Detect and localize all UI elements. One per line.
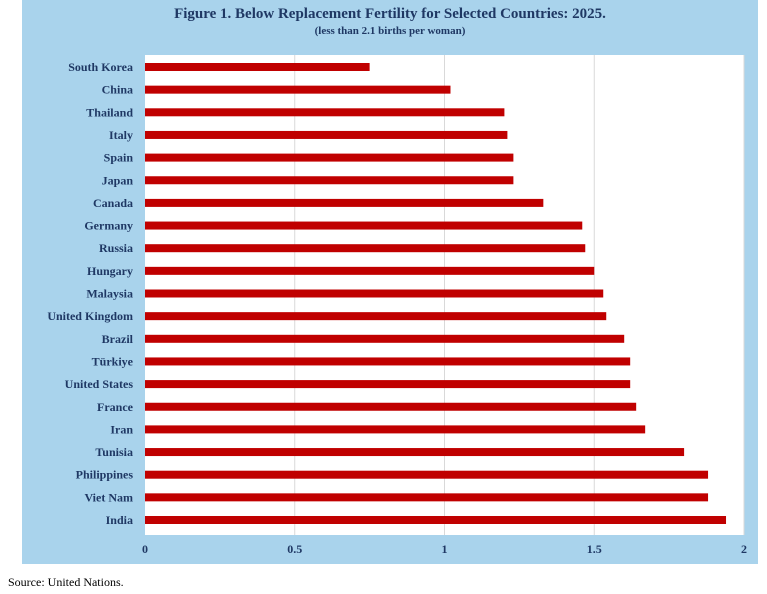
category-label-16: Iran	[110, 422, 133, 436]
category-label-1: China	[102, 83, 133, 97]
bar-1	[145, 85, 451, 94]
bar-10	[145, 289, 604, 298]
bar-15	[145, 402, 637, 411]
category-label-20: India	[106, 513, 133, 527]
bar-7	[145, 221, 583, 230]
x-tick-labels: 0 0.5 1 1.5 2	[142, 542, 747, 556]
category-label-14: United States	[65, 377, 134, 391]
source-note: Source: United Nations.	[8, 575, 124, 589]
x-tick-label-0: 0	[142, 542, 148, 556]
category-label-13: Türkiye	[92, 354, 134, 368]
category-label-7: Germany	[84, 219, 133, 233]
bar-3	[145, 130, 508, 139]
bar-5	[145, 176, 514, 185]
category-label-5: Japan	[102, 173, 134, 187]
bar-11	[145, 312, 607, 321]
category-label-4: Spain	[104, 151, 134, 165]
category-label-2: Thailand	[86, 105, 133, 119]
bar-19	[145, 493, 709, 502]
bar-9	[145, 266, 595, 275]
category-label-6: Canada	[93, 196, 133, 210]
category-label-3: Italy	[109, 128, 133, 142]
bar-2	[145, 108, 505, 117]
bar-4	[145, 153, 514, 162]
bar-20	[145, 516, 727, 524]
bar-16	[145, 425, 646, 434]
x-tick-label-2: 1	[442, 542, 448, 556]
category-label-10: Malaysia	[86, 287, 133, 301]
chart-title: Figure 1. Below Replacement Fertility fo…	[174, 6, 606, 22]
x-tick-label-3: 1.5	[587, 542, 602, 556]
category-label-11: United Kingdom	[47, 309, 133, 323]
category-label-9: Hungary	[87, 264, 133, 278]
category-labels: South Korea China Thailand Italy Spain Japan C…	[47, 60, 133, 527]
category-label-0: South Korea	[68, 60, 133, 74]
bar-17	[145, 448, 685, 457]
bar-13	[145, 357, 631, 366]
chart-subtitle: (less than 2.1 births per woman)	[314, 25, 466, 37]
bar-18	[145, 470, 709, 479]
category-label-8: Russia	[99, 241, 133, 255]
bar-0	[145, 63, 370, 71]
x-tick-label-1: 0.5	[287, 542, 302, 556]
bar-14	[145, 380, 631, 389]
category-label-19: Viet Nam	[84, 490, 133, 504]
x-tick-label-4: 2	[741, 542, 747, 556]
category-label-15: France	[97, 400, 134, 414]
category-label-12: Brazil	[102, 332, 134, 346]
category-label-18: Philippines	[76, 468, 134, 482]
bar-8	[145, 244, 586, 253]
bar-6	[145, 198, 544, 207]
bar-12	[145, 334, 625, 343]
bars	[145, 63, 727, 524]
category-label-17: Tunisia	[95, 445, 133, 459]
